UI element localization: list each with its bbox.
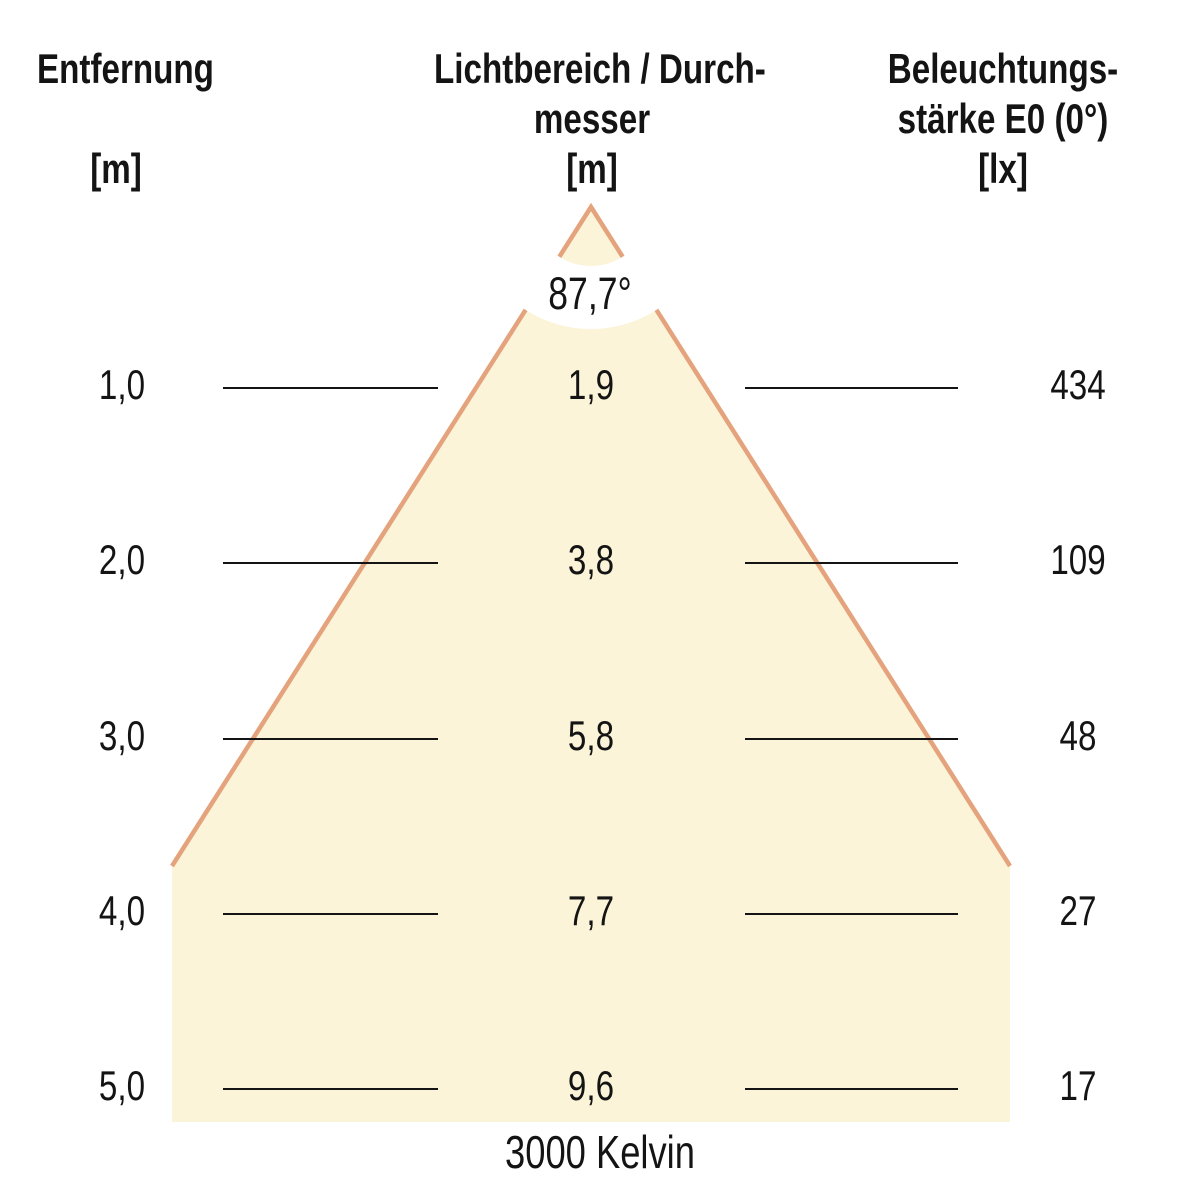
col-header-diameter-unit: [m] (566, 145, 618, 192)
beam-cone-fill (172, 207, 1010, 1122)
beam-cone-edges (170, 202, 1012, 868)
row1-distance-value: 1,0 (98, 361, 146, 408)
row3-distance-value: 3,0 (98, 712, 146, 759)
row4-distance-value: 4,0 (98, 887, 146, 934)
row2-illuminance-value: 109 (1050, 536, 1106, 583)
color-temperature-label: 3000 Kelvin (505, 1126, 695, 1178)
col-header-diameter: Lichtbereich / Durch- messer [m] (434, 44, 766, 194)
row4-diameter-value: 7,7 (567, 887, 615, 934)
col-header-distance-unit: [m] (90, 145, 142, 192)
row1-illuminance-value: 434 (1050, 361, 1106, 408)
row3-diameter-value: 5,8 (567, 712, 615, 759)
col-header-illuminance: Beleuchtungs- stärke E0 (0°) [lx] (845, 44, 1161, 194)
col-header-illuminance-line1: Beleuchtungs- (887, 45, 1119, 92)
beam-angle-label: 87,7° (548, 268, 632, 319)
col-header-diameter-line1: Lichtbereich / Durch- (434, 45, 766, 92)
row4-illuminance-value: 27 (1059, 887, 1097, 934)
col-header-distance: Entfernung [m] (37, 44, 214, 194)
col-header-diameter-line2: messer (533, 95, 651, 142)
row5-diameter-value: 9,6 (567, 1062, 615, 1109)
col-header-distance-line1: Entfernung (37, 45, 214, 92)
col-header-illuminance-line2: stärke E0 (0°) (897, 95, 1109, 142)
col-header-illuminance-unit: [lx] (978, 145, 1028, 192)
row1-diameter-value: 1,9 (567, 361, 615, 408)
beam-angle-band (469, 85, 714, 329)
row2-distance-value: 2,0 (98, 536, 146, 583)
col-header-distance-line2 (37, 94, 195, 144)
row2-diameter-value: 3,8 (567, 536, 615, 583)
row3-illuminance-value: 48 (1059, 712, 1097, 759)
row5-distance-value: 5,0 (98, 1062, 146, 1109)
row5-illuminance-value: 17 (1059, 1062, 1097, 1109)
